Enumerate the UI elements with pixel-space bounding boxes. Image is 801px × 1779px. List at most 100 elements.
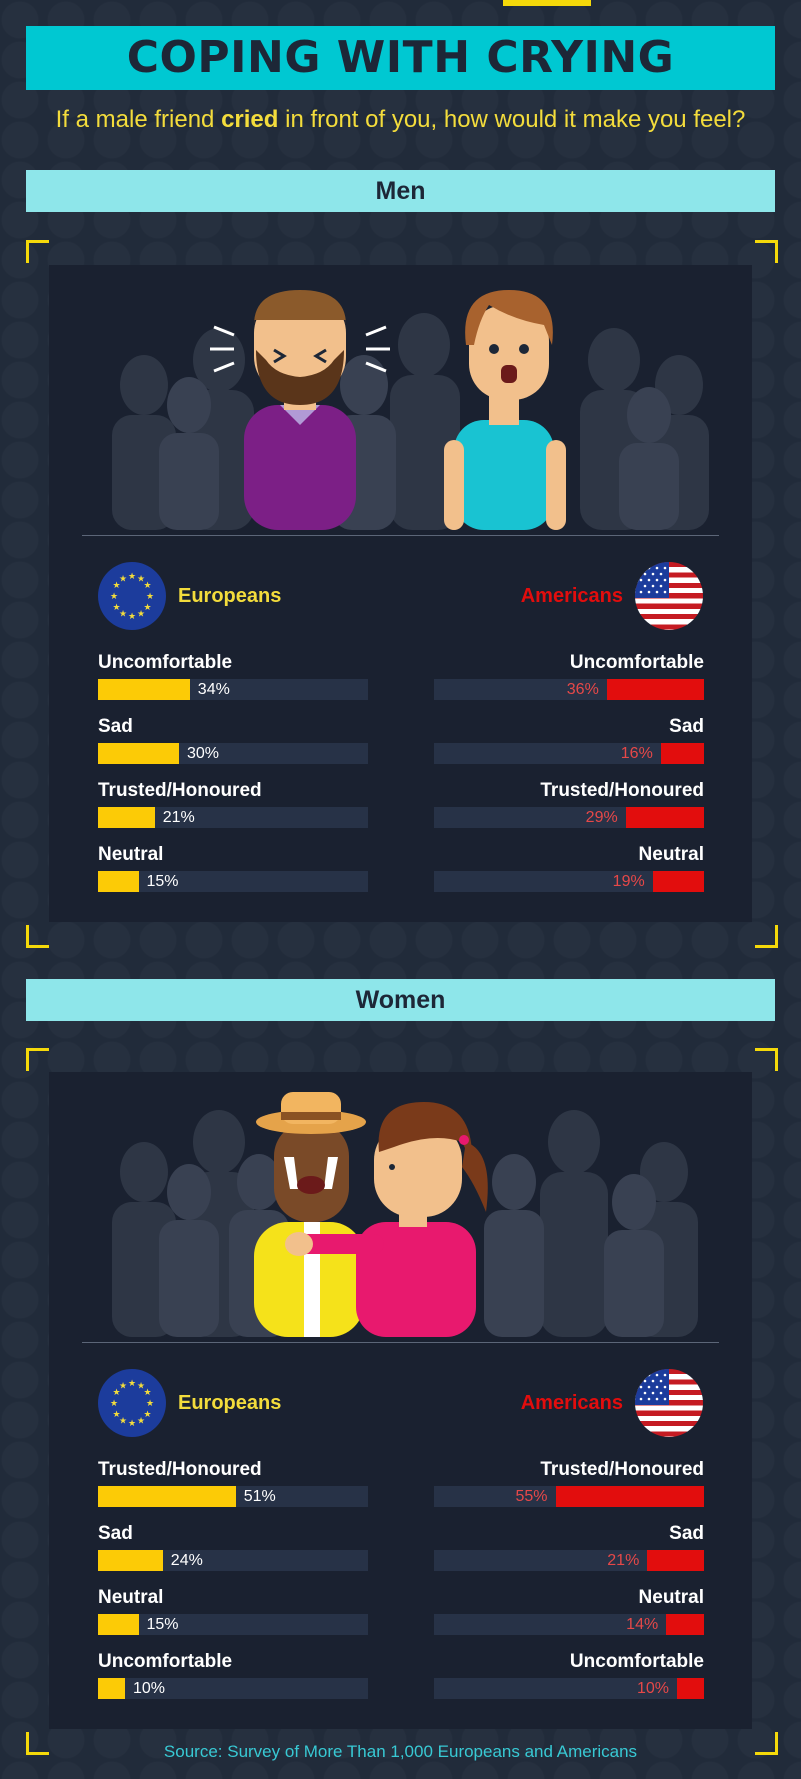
americans-label: Americans: [520, 1391, 623, 1414]
bar-track: 15%: [98, 871, 368, 892]
corner-bracket: [755, 240, 778, 263]
subtitle-highlight: cried: [221, 106, 279, 133]
svg-text:★: ★: [137, 1382, 145, 1392]
bar-item: Uncomfortable 10%: [434, 1649, 704, 1699]
bar-track: 19%: [434, 871, 704, 892]
legend-europeans: ★ ★ ★ ★ ★ ★ ★ ★ ★ ★ ★ ★ Europeans: [98, 562, 281, 630]
svg-text:★: ★: [128, 1379, 136, 1389]
eu-flag-icon: ★ ★ ★ ★ ★ ★ ★ ★ ★ ★ ★ ★: [98, 562, 166, 630]
bar-fill: [98, 871, 139, 892]
bar-item: Sad 21%: [434, 1521, 704, 1571]
bar-fill: [625, 807, 704, 828]
svg-text:★: ★: [128, 1419, 136, 1429]
bar-track: 10%: [98, 1678, 368, 1699]
comforting-woman-figure: [285, 1102, 488, 1337]
bar-item: Trusted/Honoured 55%: [434, 1457, 704, 1507]
divider: [82, 535, 719, 536]
bar-value-label: 21%: [607, 1552, 640, 1569]
bar-value-label: 19%: [612, 873, 645, 890]
corner-bracket: [26, 1732, 49, 1755]
svg-text:★: ★: [119, 575, 127, 585]
corner-bracket: [26, 1048, 49, 1071]
svg-text:★: ★: [128, 612, 136, 622]
bar-category-label: Trusted/Honoured: [540, 1459, 704, 1480]
bar-fill: [98, 807, 155, 828]
bar-value-label: 29%: [585, 809, 618, 826]
legend-europeans: ★ ★ ★ ★ ★ ★ ★ ★ ★ ★ ★ ★ Europeans: [98, 1369, 281, 1437]
bar-item: Trusted/Honoured 29%: [434, 778, 704, 828]
svg-text:★: ★: [143, 581, 151, 591]
bar-fill: [98, 1486, 236, 1507]
bar-item: Neutral 14%: [434, 1585, 704, 1635]
title-banner: COPING WITH CRYING: [26, 26, 775, 90]
bar-value-label: 10%: [133, 1680, 166, 1697]
divider: [82, 1342, 719, 1343]
bar-track: 16%: [434, 743, 704, 764]
svg-text:★: ★: [146, 592, 154, 602]
svg-text:★: ★: [143, 1388, 151, 1398]
bar-category-label: Neutral: [98, 844, 164, 865]
svg-text:★: ★: [137, 1417, 145, 1427]
bar-fill: [660, 743, 704, 764]
us-flag-icon: [635, 562, 703, 630]
bar-value-label: 15%: [146, 873, 179, 890]
eu-flag-icon: ★ ★ ★ ★ ★ ★ ★ ★ ★ ★ ★ ★: [98, 1369, 166, 1437]
bar-track: 51%: [98, 1486, 368, 1507]
bar-value-label: 15%: [146, 1616, 179, 1633]
subtitle-after: in front of you, how would it make you f…: [278, 106, 746, 133]
legend-americans: Americans: [521, 1369, 703, 1437]
americans-label: Americans: [520, 584, 623, 607]
bar-fill: [647, 1550, 704, 1571]
bar-fill: [98, 1678, 125, 1699]
bar-fill: [98, 1550, 163, 1571]
svg-text:★: ★: [137, 575, 145, 585]
bar-value-label: 10%: [636, 1680, 669, 1697]
bar-item: Sad 24%: [98, 1521, 368, 1571]
svg-text:★: ★: [112, 1410, 120, 1420]
svg-text:★: ★: [112, 603, 120, 613]
bar-track: 14%: [434, 1614, 704, 1635]
bar-category-label: Neutral: [638, 844, 704, 865]
bar-category-label: Uncomfortable: [98, 652, 233, 673]
bar-track: 30%: [98, 743, 368, 764]
section-banner-men: Men: [26, 170, 775, 212]
svg-text:★: ★: [119, 1382, 127, 1392]
bar-item: Sad 30%: [98, 714, 368, 764]
bar-category-label: Uncomfortable: [98, 1651, 233, 1672]
corner-bracket: [26, 925, 49, 948]
subtitle-before: If a male friend: [55, 106, 222, 133]
bar-category-label: Trusted/Honoured: [98, 1459, 262, 1480]
svg-text:★: ★: [128, 572, 136, 582]
bar-value-label: 30%: [187, 745, 220, 762]
bar-value-label: 14%: [626, 1616, 659, 1633]
europeans-label: Europeans: [178, 1391, 282, 1414]
section-title-women: Women: [355, 986, 446, 1014]
bar-category-label: Neutral: [638, 1587, 704, 1608]
corner-bracket: [26, 240, 49, 263]
section-banner-women: Women: [26, 979, 775, 1021]
bar-fill: [98, 1614, 139, 1635]
bar-item: Trusted/Honoured 21%: [98, 778, 368, 828]
us-flag-icon: [635, 1369, 703, 1437]
surprised-man-figure: [444, 290, 566, 530]
svg-text:★: ★: [112, 1388, 120, 1398]
bar-fill: [652, 871, 704, 892]
bar-category-label: Uncomfortable: [569, 652, 704, 673]
bar-value-label: 34%: [197, 681, 230, 698]
svg-text:★: ★: [119, 610, 127, 620]
bar-value-label: 55%: [515, 1488, 548, 1505]
bar-category-label: Sad: [98, 716, 133, 737]
bar-item: Sad 16%: [434, 714, 704, 764]
bar-fill: [98, 743, 179, 764]
europeans-label: Europeans: [178, 584, 282, 607]
bar-item: Uncomfortable 10%: [98, 1649, 368, 1699]
svg-text:★: ★: [137, 610, 145, 620]
bar-fill: [555, 1486, 704, 1507]
bar-track: 29%: [434, 807, 704, 828]
svg-text:★: ★: [146, 1399, 154, 1409]
bar-value-label: 36%: [566, 681, 599, 698]
bar-category-label: Trusted/Honoured: [98, 780, 262, 801]
bar-category-label: Trusted/Honoured: [540, 780, 704, 801]
corner-bracket: [755, 1732, 778, 1755]
panel-women: ★ ★ ★ ★ ★ ★ ★ ★ ★ ★ ★ ★ Europeans Americans Trus…: [49, 1072, 752, 1729]
